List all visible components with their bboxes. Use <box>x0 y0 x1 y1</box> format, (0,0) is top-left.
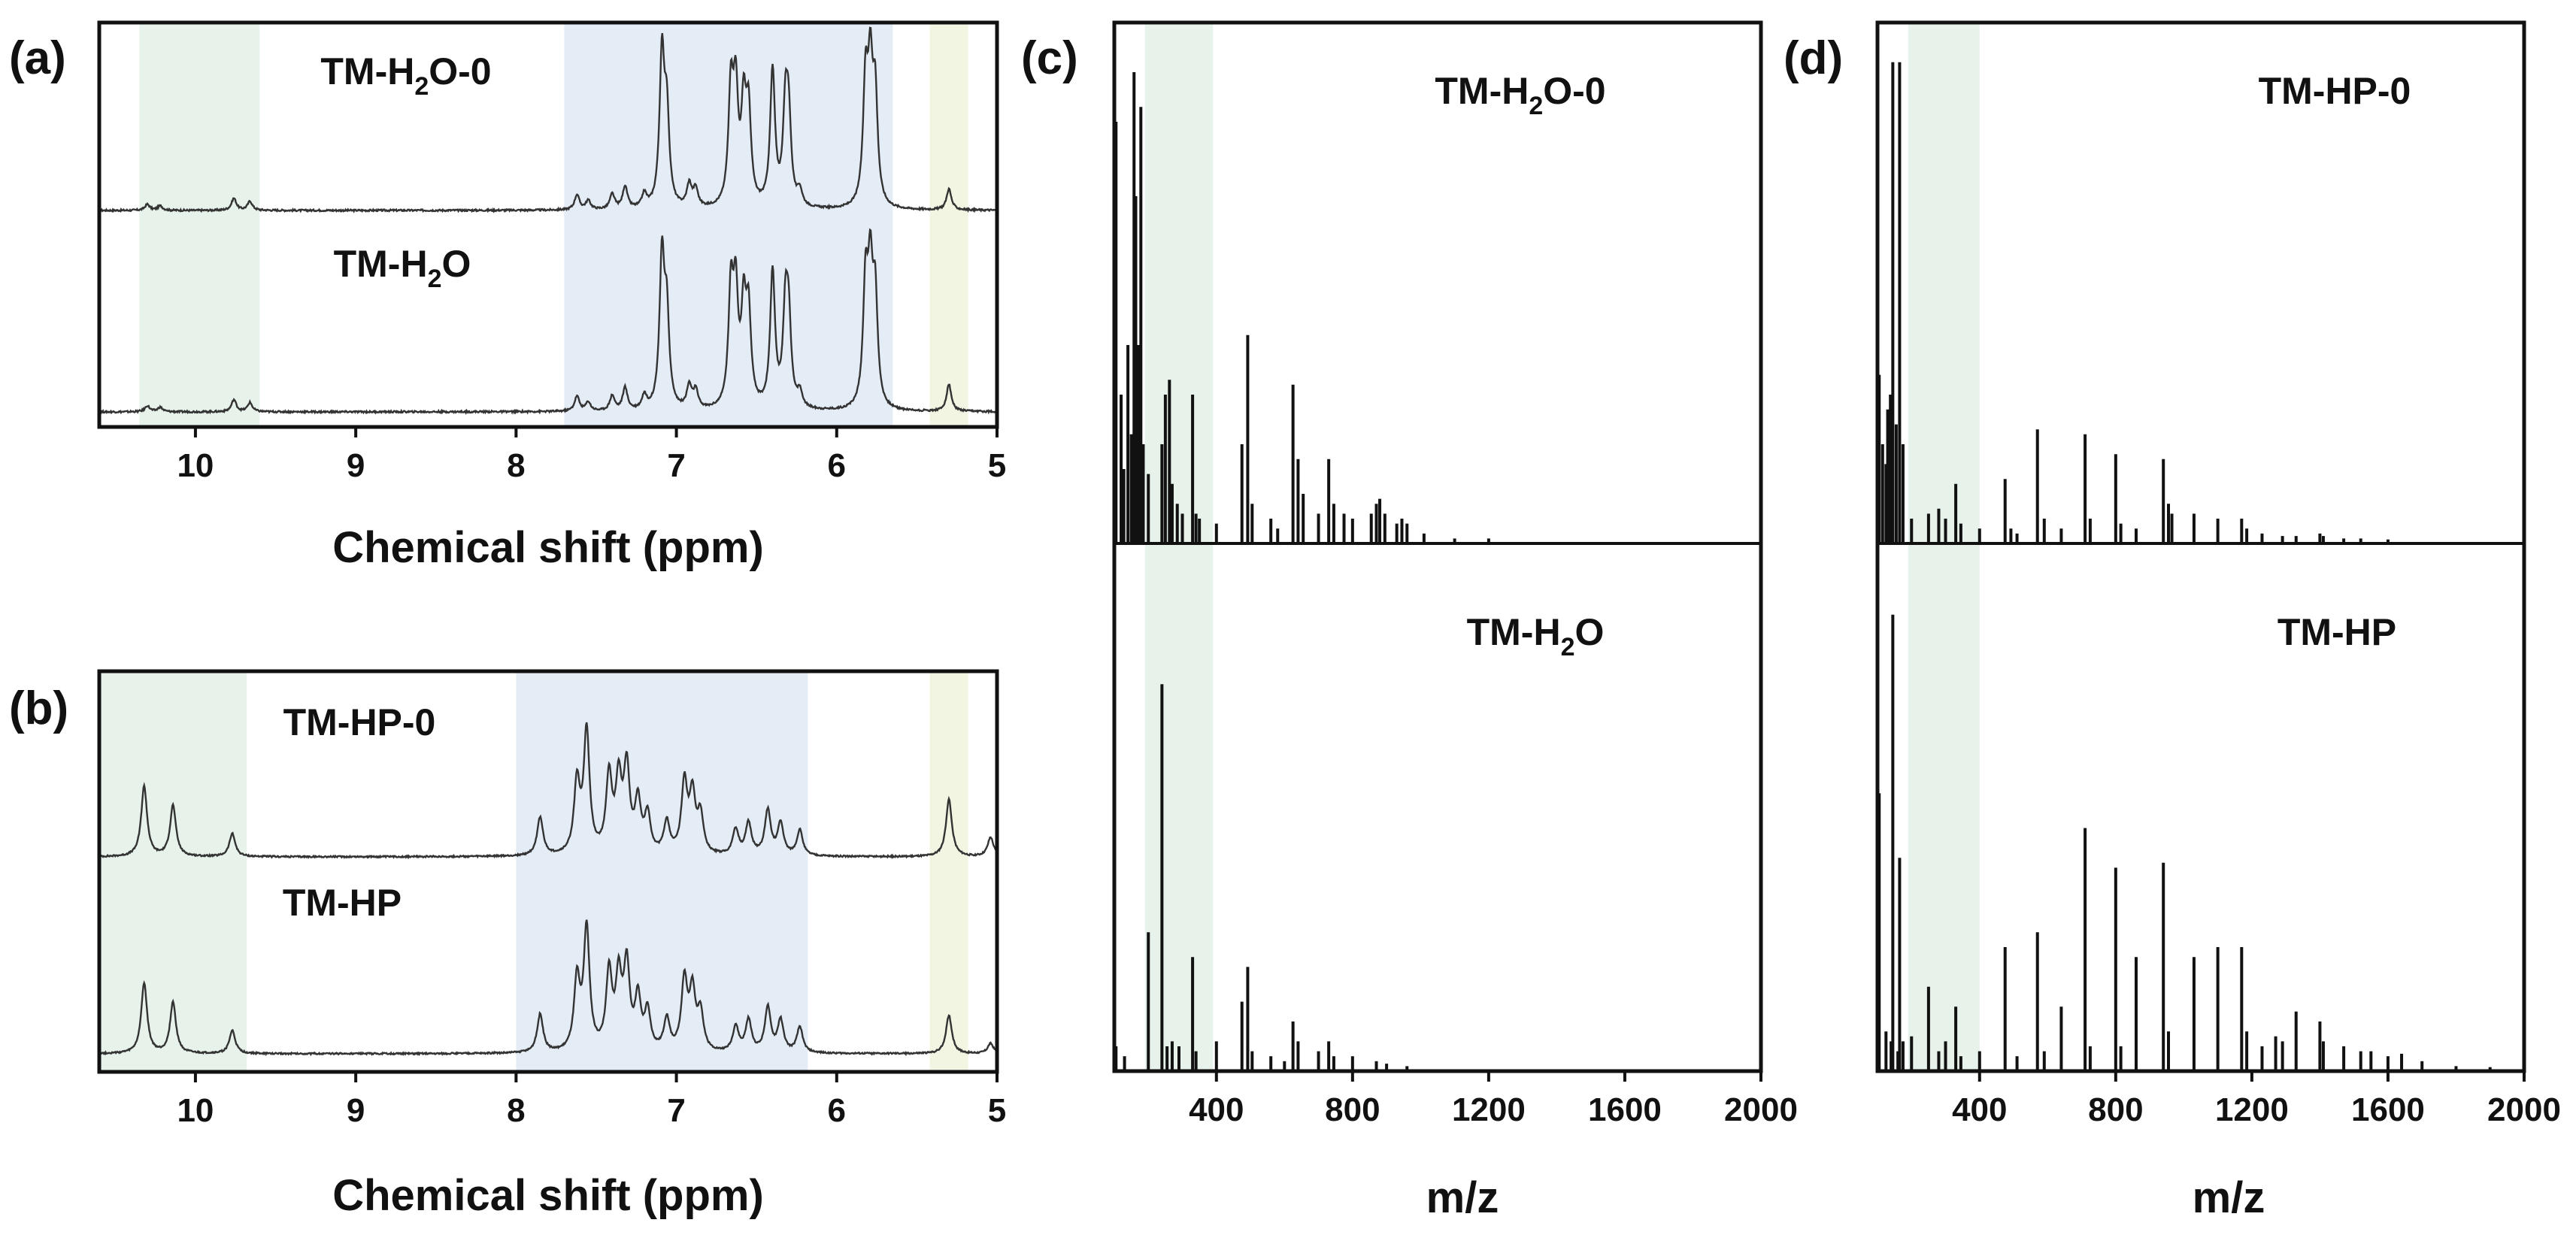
panel-c-x-axis-title: m/z <box>1426 1173 1499 1222</box>
panel-c-mass-spectrum-bottom <box>1114 684 1409 1071</box>
panel-d-tick-label-2: 1200 <box>2215 1091 2289 1128</box>
panel-c-label: (c) <box>1021 32 1078 84</box>
panel-c: 400 800 1200 1600 2000 (c) m/z TM-H2O-0 TM-H… <box>1021 20 1798 1222</box>
panel-a-bands <box>139 23 968 427</box>
panel-d-label: (d) <box>1784 32 1843 84</box>
panel-a-band-0 <box>139 23 260 427</box>
panel-a-spectrum-bottom <box>98 228 998 416</box>
panel-d-tick-label-1: 800 <box>2088 1091 2143 1128</box>
panel-a-band-1 <box>564 23 893 427</box>
panel-a-tick-label-4: 6 <box>828 447 846 484</box>
panel-a-label: (a) <box>9 32 66 84</box>
panel-a-trace-label-top: TM-H2O-0 <box>320 50 491 101</box>
panel-d-mass-spectrum-bottom <box>1877 614 2492 1071</box>
panel-b-tick-label-0: 10 <box>177 1092 214 1129</box>
panel-d-band-0 <box>1908 23 1980 1071</box>
panel-a-x-ticks <box>193 427 999 437</box>
panel-b-spectrum-top <box>98 722 999 860</box>
panel-d-tick-label-3: 1600 <box>2351 1091 2425 1128</box>
panel-c-tick-label-4: 2000 <box>1724 1091 1798 1128</box>
panel-b-x-ticks <box>193 1072 999 1082</box>
panel-a-spectrum-top <box>98 26 998 213</box>
panel-a-x-tick-labels: 10 9 8 7 6 5 <box>177 447 1006 484</box>
panel-a-plot-frame <box>97 20 999 429</box>
panel-b-x-axis-title: Chemical shift (ppm) <box>332 1171 764 1220</box>
panel-d-bands <box>1908 23 1980 1071</box>
panel-d-x-ticks <box>1977 1071 2526 1082</box>
panel-d-tick-label-0: 400 <box>1952 1091 2007 1128</box>
panel-a-tick-label-5: 5 <box>988 447 1006 484</box>
panel-b-label: (b) <box>9 683 68 734</box>
panel-b-tick-label-4: 6 <box>828 1092 846 1129</box>
panel-b-trace-label-bottom: TM-HP <box>283 882 402 924</box>
panel-d-trace-label-bottom: TM-HP <box>2277 611 2396 653</box>
panel-b-tick-label-2: 8 <box>507 1092 525 1129</box>
panel-b-series-0-trace <box>98 722 999 860</box>
panel-b-tick-label-5: 5 <box>988 1092 1006 1129</box>
panel-b-band-2 <box>929 671 968 1072</box>
panel-c-tick-label-0: 400 <box>1189 1091 1244 1128</box>
panel-c-trace-label-bottom: TM-H2O <box>1467 611 1605 661</box>
panel-d-plot-frame <box>1875 20 2526 1073</box>
panel-b-tick-label-1: 9 <box>347 1092 365 1129</box>
panel-a-x-axis-title: Chemical shift (ppm) <box>332 523 764 572</box>
panel-a-tick-label-2: 8 <box>507 447 525 484</box>
panel-d-x-tick-labels: 400 800 1200 1600 2000 <box>1952 1091 2561 1128</box>
panel-c-tick-label-3: 1600 <box>1588 1091 1662 1128</box>
panel-a-tick-label-0: 10 <box>177 447 214 484</box>
panel-a-tick-label-3: 7 <box>667 447 685 484</box>
panel-c-x-ticks <box>1214 1071 1762 1082</box>
panel-b-series-1-trace <box>99 919 998 1057</box>
panel-c-trace-label-top: TM-H2O-0 <box>1435 70 1605 120</box>
panel-b-plot-frame <box>97 669 999 1074</box>
panel-a-series-0-trace <box>98 26 998 213</box>
panel-b-trace-label-top: TM-HP-0 <box>283 701 436 743</box>
panel-d-trace-label-top: TM-HP-0 <box>2259 70 2411 112</box>
panel-a-series-1-trace <box>98 228 998 416</box>
panel-a-band-2 <box>929 23 968 427</box>
panel-b-tick-label-3: 7 <box>667 1092 685 1129</box>
panel-c-band-0 <box>1144 23 1214 1071</box>
panel-d-tick-label-4: 2000 <box>2487 1091 2561 1128</box>
panel-d: 400 800 1200 1600 2000 (d) m/z TM-HP-0 TM-HP <box>1784 20 2561 1222</box>
panel-a-trace-label-bottom: TM-H2O <box>334 243 471 293</box>
panel-d-x-axis-title: m/z <box>2193 1173 2265 1222</box>
panel-b-band-0 <box>99 671 247 1072</box>
panel-a: 10 9 8 7 6 5 (a) Chemical shift (ppm) TM-H2O-… <box>9 20 1006 572</box>
panel-b: 10 9 8 7 6 5 (b) Chemical shift (ppm) TM-HP-0… <box>9 669 1006 1220</box>
panel-c-x-tick-labels: 400 800 1200 1600 2000 <box>1189 1091 1798 1128</box>
panel-b-band-1 <box>516 671 808 1072</box>
panel-c-bands <box>1144 23 1214 1071</box>
panel-b-x-tick-labels: 10 9 8 7 6 5 <box>177 1092 1006 1129</box>
panel-c-tick-label-2: 1200 <box>1452 1091 1526 1128</box>
panel-b-spectrum-bottom <box>99 919 998 1057</box>
panel-a-tick-label-1: 9 <box>347 447 365 484</box>
panel-c-tick-label-1: 800 <box>1325 1091 1380 1128</box>
panel-c-plot-frame <box>1112 20 1763 1073</box>
